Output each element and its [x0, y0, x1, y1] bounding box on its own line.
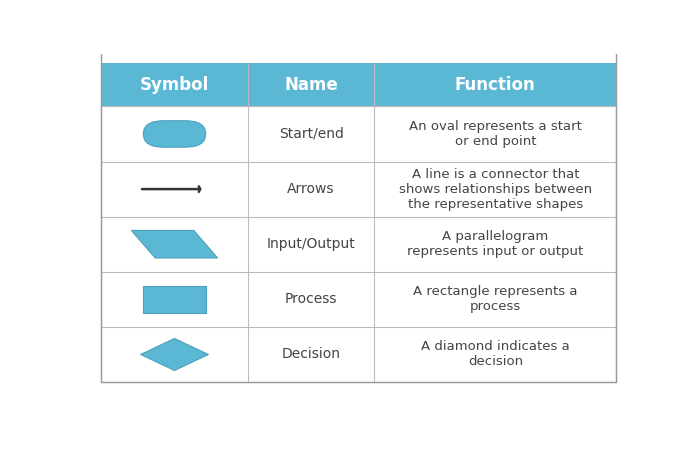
- Polygon shape: [141, 339, 209, 370]
- Text: Name: Name: [284, 76, 338, 94]
- Bar: [248, 162, 374, 217]
- Text: A diamond indicates a
decision: A diamond indicates a decision: [421, 340, 570, 369]
- Bar: [101, 63, 248, 106]
- Bar: [374, 272, 617, 327]
- Bar: [101, 327, 248, 382]
- Bar: [144, 286, 206, 313]
- Bar: [374, 106, 617, 162]
- Text: A rectangle represents a
process: A rectangle represents a process: [413, 286, 578, 313]
- Bar: [101, 106, 248, 162]
- Text: A parallelogram
represents input or output: A parallelogram represents input or outp…: [407, 230, 583, 258]
- Bar: [374, 63, 617, 106]
- Bar: [248, 63, 374, 106]
- Text: A line is a connector that
shows relationships between
the representative shapes: A line is a connector that shows relatio…: [399, 168, 592, 211]
- Bar: [374, 217, 617, 272]
- Bar: [248, 272, 374, 327]
- Bar: [101, 217, 248, 272]
- Text: Symbol: Symbol: [140, 76, 209, 94]
- Bar: [248, 106, 374, 162]
- Bar: [248, 217, 374, 272]
- Bar: [101, 162, 248, 217]
- Bar: [101, 272, 248, 327]
- Bar: [248, 327, 374, 382]
- Polygon shape: [132, 231, 218, 258]
- Bar: [374, 327, 617, 382]
- Text: Decision: Decision: [281, 347, 341, 361]
- FancyBboxPatch shape: [144, 121, 206, 147]
- Text: Arrows: Arrows: [287, 182, 335, 196]
- Text: Function: Function: [455, 76, 536, 94]
- Text: Process: Process: [285, 292, 337, 306]
- Text: An oval represents a start
or end point: An oval represents a start or end point: [409, 120, 582, 148]
- Text: Start/end: Start/end: [279, 127, 344, 141]
- Bar: [374, 162, 617, 217]
- Text: Input/Output: Input/Output: [267, 237, 356, 251]
